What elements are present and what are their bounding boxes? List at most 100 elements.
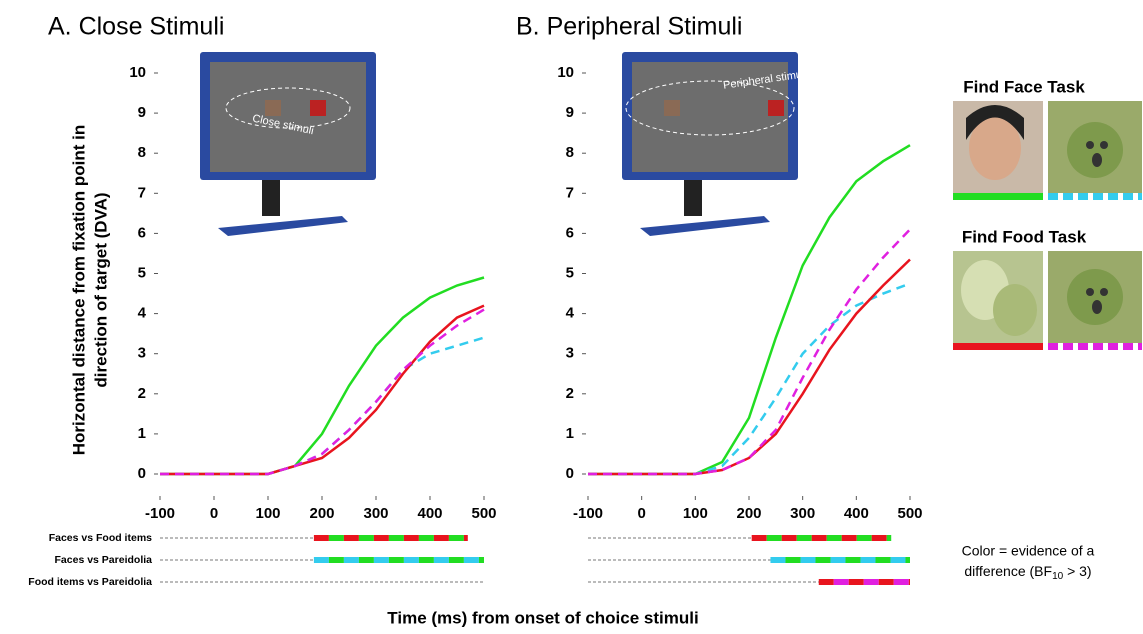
y-tick-label: 4 <box>138 305 147 322</box>
monitor-b <box>622 52 798 236</box>
x-tick-label: 200 <box>736 505 761 522</box>
y-axis-label: Horizontal distance from fixation point … <box>69 125 110 456</box>
y-tick-label: 10 <box>129 64 146 81</box>
significance-segment <box>781 535 797 541</box>
y-tick-label: 6 <box>138 224 146 241</box>
significance-segment <box>826 535 842 541</box>
significance-segment <box>448 557 464 563</box>
significance-segment <box>388 557 404 563</box>
significance-segment <box>878 579 894 585</box>
x-tick-label: 200 <box>309 505 334 522</box>
significance-segment <box>433 557 449 563</box>
significance-segment <box>770 557 786 563</box>
x-tick-label: 400 <box>417 505 442 522</box>
significance-segment <box>358 535 374 541</box>
y-tick-label: 3 <box>566 345 574 362</box>
y-label-line: Horizontal distance from fixation point … <box>69 125 88 456</box>
x-tick-label: 100 <box>683 505 708 522</box>
significance-segment <box>841 535 857 541</box>
significance-segment <box>343 535 359 541</box>
y-tick-label: 5 <box>138 264 146 281</box>
significance-segment <box>890 557 906 563</box>
significance-segment <box>328 535 344 541</box>
significance-segment <box>848 579 864 585</box>
data-line <box>160 308 485 476</box>
significance-segment <box>908 579 910 585</box>
x-tick-label: 500 <box>471 505 496 522</box>
panel-title: B. Peripheral Stimuli <box>516 13 742 41</box>
significance-bar <box>770 557 910 563</box>
note: Color = evidence of a <box>962 543 1095 559</box>
significance-segment <box>433 535 449 541</box>
task-title: Find Face Task <box>963 77 1085 96</box>
significance-segment <box>818 579 834 585</box>
significance-segment <box>875 557 891 563</box>
x-tick-label: -100 <box>145 505 175 522</box>
significance-segment <box>815 557 831 563</box>
significance-segment <box>403 557 419 563</box>
significance-segment <box>478 557 484 563</box>
significance-segment <box>313 535 329 541</box>
comparison-label: Food items vs Pareidolia <box>28 576 152 588</box>
data-line <box>588 228 911 476</box>
significance-segment <box>886 535 892 541</box>
y-tick-label: 2 <box>566 385 574 402</box>
y-tick-label: 7 <box>566 184 574 201</box>
significance-segment <box>751 535 767 541</box>
y-tick-label: 4 <box>566 305 575 322</box>
y-tick-label: 0 <box>138 465 146 482</box>
x-tick-label: -100 <box>573 505 603 522</box>
significance-segment <box>796 535 812 541</box>
note-sub: 10 <box>1052 571 1064 582</box>
significance-segment <box>800 557 816 563</box>
y-tick-label: 9 <box>566 104 574 121</box>
comparison-label: Faces vs Food items <box>49 532 152 544</box>
y-tick-label: 5 <box>566 264 574 281</box>
significance-segment <box>343 557 359 563</box>
significance-segment <box>830 557 846 563</box>
data-line <box>160 304 485 476</box>
task-images <box>953 101 1142 350</box>
x-tick-label: 0 <box>637 505 645 522</box>
data-line <box>588 282 911 476</box>
note: difference (BF10 > 3) <box>964 563 1091 582</box>
x-tick-label: 400 <box>844 505 869 522</box>
significance-segment <box>418 557 434 563</box>
y-tick-label: 0 <box>566 465 574 482</box>
y-tick-label: 1 <box>566 425 574 442</box>
x-tick-label: 500 <box>897 505 922 522</box>
significance-segment <box>313 557 329 563</box>
significance-segment <box>871 535 887 541</box>
significance-segment <box>328 557 344 563</box>
significance-segment <box>373 557 389 563</box>
significance-segment <box>811 535 827 541</box>
significance-segment <box>893 579 909 585</box>
significance-bar <box>818 579 910 585</box>
significance-segment <box>358 557 374 563</box>
task-title: Find Food Task <box>962 227 1087 246</box>
significance-segment <box>860 557 876 563</box>
y-tick-label: 3 <box>138 345 146 362</box>
x-tick-label: 100 <box>255 505 280 522</box>
x-axis-label: Time (ms) from onset of choice stimuli <box>387 608 698 627</box>
significance-segment <box>833 579 849 585</box>
data-line <box>588 258 911 476</box>
y-tick-label: 6 <box>566 224 574 241</box>
note-part: > 3) <box>1063 563 1091 579</box>
y-tick-label: 9 <box>138 104 146 121</box>
significance-segment <box>905 557 910 563</box>
significance-segment <box>766 535 782 541</box>
y-label-line: direction of target (DVA) <box>91 192 110 387</box>
significance-segment <box>373 535 389 541</box>
significance-bar <box>751 535 892 541</box>
comparison-label: Faces vs Pareidolia <box>55 554 153 566</box>
panel-title: A. Close Stimuli <box>48 13 224 41</box>
significance-segment <box>448 535 464 541</box>
x-tick-label: 300 <box>790 505 815 522</box>
y-tick-label: 7 <box>138 184 146 201</box>
significance-segment <box>463 535 468 541</box>
y-tick-label: 10 <box>557 64 574 81</box>
significance-bar <box>313 557 484 563</box>
significance-segment <box>863 579 879 585</box>
